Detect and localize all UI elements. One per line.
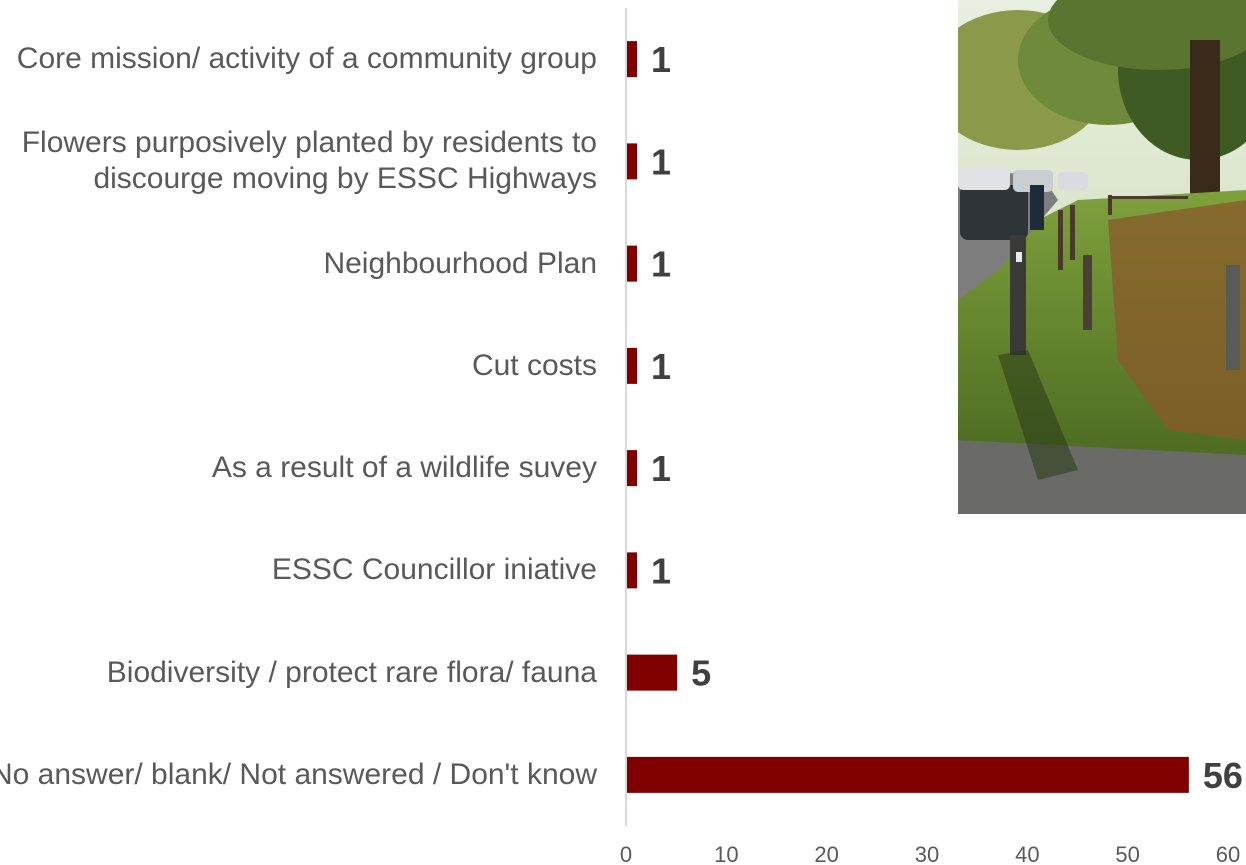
category-label: Core mission/ activity of a community gr… bbox=[16, 42, 597, 76]
category-label: Flowers purposively planted by residents… bbox=[21, 126, 597, 196]
bar-value-label: 56 bbox=[1203, 755, 1243, 796]
bar bbox=[627, 654, 678, 691]
bar bbox=[627, 245, 638, 282]
bar bbox=[627, 552, 638, 589]
bar bbox=[627, 450, 638, 487]
bar bbox=[627, 41, 638, 78]
x-tick-label: 30 bbox=[915, 842, 939, 865]
bar bbox=[627, 347, 638, 384]
bar bbox=[627, 143, 638, 180]
roadside-verge-photo bbox=[958, 0, 1246, 514]
x-tick-label: 0 bbox=[620, 842, 632, 865]
bar-value-label: 1 bbox=[651, 346, 671, 387]
x-tick-label: 50 bbox=[1115, 842, 1139, 865]
category-label: ESSC Councillor iniative bbox=[271, 553, 597, 587]
bar-value-label: 1 bbox=[651, 244, 671, 285]
x-tick-label: 40 bbox=[1015, 842, 1039, 865]
category-label: Neighbourhood Plan bbox=[323, 246, 597, 280]
x-tick-label: 60 bbox=[1216, 842, 1240, 865]
bar-value-label: 5 bbox=[691, 653, 711, 694]
bar-value-label: 1 bbox=[651, 448, 671, 489]
category-label: As a result of a wildlife suvey bbox=[211, 451, 597, 485]
x-tick-label: 20 bbox=[814, 842, 838, 865]
category-label: No answer/ blank/ Not answered / Don't k… bbox=[0, 757, 597, 791]
bar-value-label: 1 bbox=[651, 141, 671, 182]
bar bbox=[627, 756, 1189, 793]
x-tick-label: 10 bbox=[714, 842, 738, 865]
category-label: Biodiversity / protect rare flora/ fauna bbox=[106, 655, 597, 689]
bar-value-label: 1 bbox=[651, 39, 671, 80]
bar-value-label: 1 bbox=[651, 550, 671, 591]
category-label: Cut costs bbox=[471, 348, 597, 382]
